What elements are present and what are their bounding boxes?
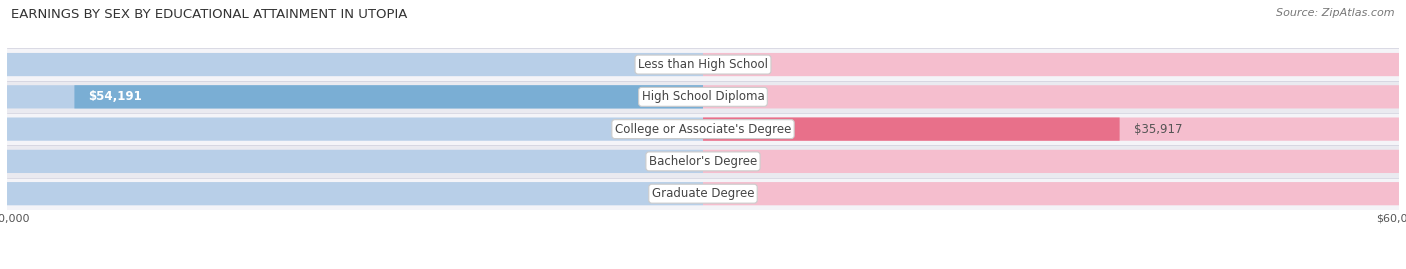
Text: High School Diploma: High School Diploma [641,90,765,103]
FancyBboxPatch shape [703,53,1399,76]
Text: $0: $0 [720,58,735,71]
Text: $0: $0 [720,155,735,168]
FancyBboxPatch shape [703,118,1399,141]
Text: $35,917: $35,917 [1133,123,1182,136]
Text: $0: $0 [720,90,735,103]
FancyBboxPatch shape [703,85,1399,108]
FancyBboxPatch shape [7,53,703,76]
Text: Graduate Degree: Graduate Degree [652,187,754,200]
Text: $0: $0 [671,187,686,200]
FancyBboxPatch shape [703,118,1119,141]
Text: College or Associate's Degree: College or Associate's Degree [614,123,792,136]
Bar [7,145,1399,178]
FancyBboxPatch shape [75,85,703,108]
Bar [7,48,1399,81]
Bar [7,178,1399,210]
FancyBboxPatch shape [703,150,1399,173]
FancyBboxPatch shape [7,85,703,108]
FancyBboxPatch shape [703,182,1399,205]
Text: $0: $0 [671,58,686,71]
Bar [7,81,1399,113]
FancyBboxPatch shape [7,182,703,205]
Text: Less than High School: Less than High School [638,58,768,71]
Text: $0: $0 [671,155,686,168]
Text: Bachelor's Degree: Bachelor's Degree [650,155,756,168]
Text: Source: ZipAtlas.com: Source: ZipAtlas.com [1277,8,1395,18]
FancyBboxPatch shape [7,150,703,173]
Text: $0: $0 [671,123,686,136]
FancyBboxPatch shape [7,118,703,141]
Text: $54,191: $54,191 [89,90,142,103]
Text: $0: $0 [720,187,735,200]
Text: EARNINGS BY SEX BY EDUCATIONAL ATTAINMENT IN UTOPIA: EARNINGS BY SEX BY EDUCATIONAL ATTAINMEN… [11,8,408,21]
Bar [7,113,1399,145]
